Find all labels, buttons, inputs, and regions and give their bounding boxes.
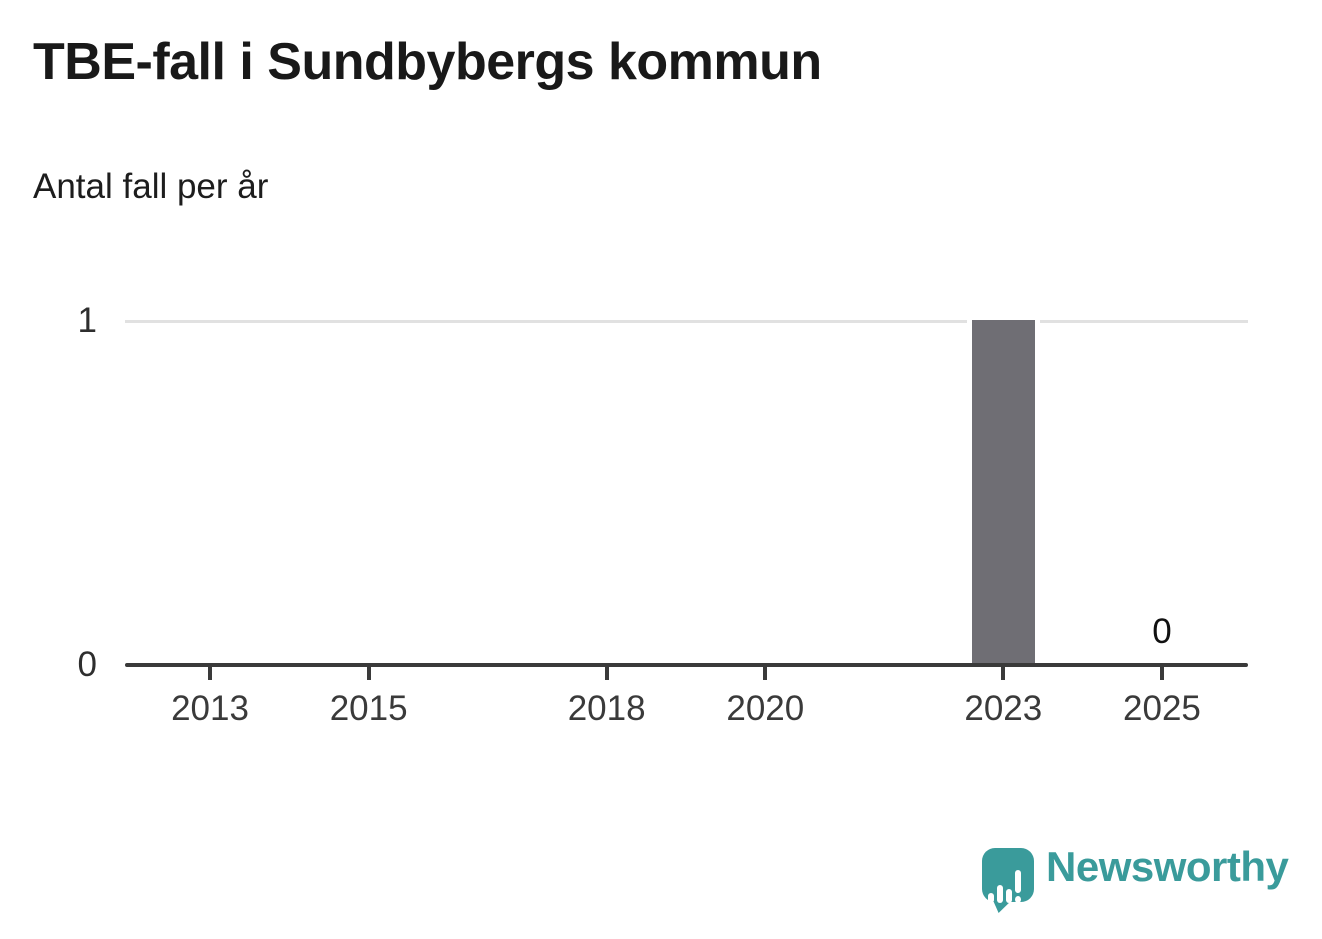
logo-exclamation-dot-icon xyxy=(1015,896,1021,903)
x-axis-line xyxy=(125,663,1248,667)
x-tick-label-2023: 2023 xyxy=(964,689,1043,728)
page-title: TBE-fall i Sundbybergs kommun xyxy=(33,33,822,91)
newsworthy-wordmark: Newsworthy xyxy=(1046,843,1289,890)
y-tick-label-0: 0 xyxy=(77,645,97,684)
y-tick-label-1: 1 xyxy=(77,301,97,340)
x-tick-label-2018: 2018 xyxy=(567,689,646,728)
logo-exclamation-icon xyxy=(1015,870,1021,893)
chart-subtitle: Antal fall per år xyxy=(33,167,269,206)
x-tick-label-2013: 2013 xyxy=(171,689,249,728)
x-tick-label-2020: 2020 xyxy=(726,689,805,728)
value-label-2025: 0 xyxy=(1152,612,1172,651)
logo-chart-bar-icon xyxy=(988,893,994,903)
x-tick-2025 xyxy=(1159,667,1164,680)
x-tick-label-2025: 2025 xyxy=(1123,689,1201,728)
gridline-y-1 xyxy=(125,320,1248,323)
x-tick-2015 xyxy=(366,667,371,680)
x-tick-2023 xyxy=(1001,667,1006,680)
logo-chart-bar-icon xyxy=(997,885,1003,903)
x-tick-2013 xyxy=(208,667,212,680)
bar-2023 xyxy=(971,320,1035,663)
x-tick-label-2015: 2015 xyxy=(329,689,408,728)
x-tick-2018 xyxy=(604,667,609,680)
newsworthy-speech-bubble-bar-chart-icon xyxy=(982,846,1034,914)
newsworthy-logo-link[interactable]: Newsworthy xyxy=(982,846,1290,916)
x-tick-2020 xyxy=(763,667,768,680)
logo-chart-bar-icon xyxy=(1006,889,1012,903)
